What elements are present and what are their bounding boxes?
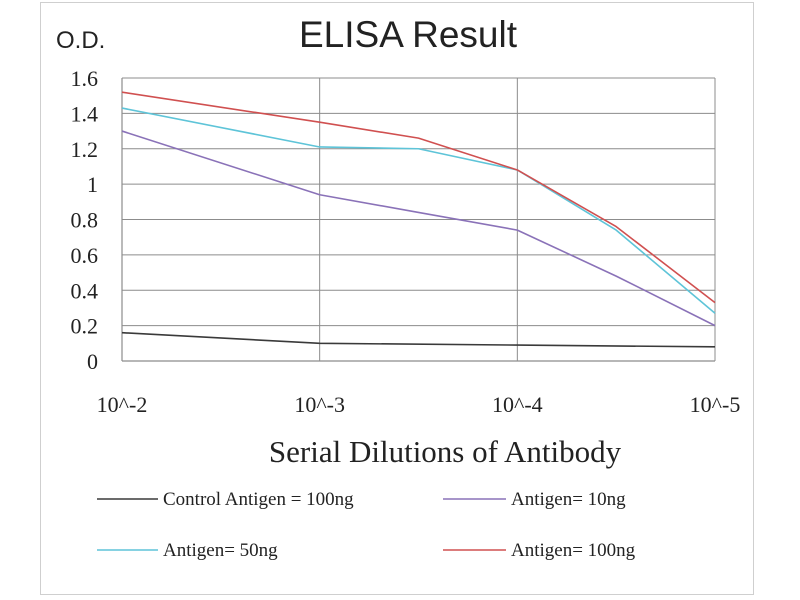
series-line-3 — [121, 107, 716, 314]
series-line-4 — [121, 91, 716, 304]
legend-label: Antigen= 10ng — [511, 489, 626, 510]
y-tick-label: 1.6 — [71, 66, 99, 91]
y-tick-label: 0.4 — [71, 278, 99, 303]
legend-label: Control Antigen = 100ng — [163, 489, 354, 510]
series-line-2 — [121, 130, 716, 327]
legend-label: Antigen= 50ng — [163, 540, 278, 561]
chart-title: ELISA Result — [299, 14, 518, 55]
y-tick-label: 0.6 — [71, 243, 99, 268]
chart-frame — [40, 2, 754, 595]
x-axis-label: Serial Dilutions of Antibody — [269, 434, 622, 469]
legend-item: Control Antigen = 100ng — [97, 489, 354, 510]
x-tick-label: 10^-3 — [294, 392, 345, 417]
legend-item: Antigen= 10ng — [443, 489, 626, 510]
legend-item: Antigen= 50ng — [97, 540, 278, 561]
legend: Control Antigen = 100ng Antigen= 10ng Anti… — [97, 489, 636, 561]
y-tick-label: 1 — [87, 172, 98, 197]
y-tick-label: 1.4 — [71, 101, 99, 126]
series-line-1 — [121, 331, 716, 348]
grid-layer — [121, 77, 716, 362]
y-tick-label: 1.2 — [71, 137, 99, 162]
y-tick-label: 0 — [87, 349, 98, 374]
x-tick-label: 10^-2 — [97, 392, 148, 417]
legend-item: Antigen= 100ng — [443, 540, 636, 561]
y-tick-label: 0.8 — [71, 208, 99, 233]
axis-layer: 0 0.2 0.4 0.6 0.8 1 1.2 1.4 1.6 10^-2 10^-3 10^-4 10… — [71, 66, 741, 417]
y-axis-label: O.D. — [56, 27, 105, 54]
x-tick-label: 10^-5 — [690, 392, 741, 417]
y-tick-label: 0.2 — [71, 314, 99, 339]
series-layer — [121, 91, 716, 348]
x-tick-label: 10^-4 — [492, 392, 543, 417]
legend-label: Antigen= 100ng — [511, 540, 636, 561]
